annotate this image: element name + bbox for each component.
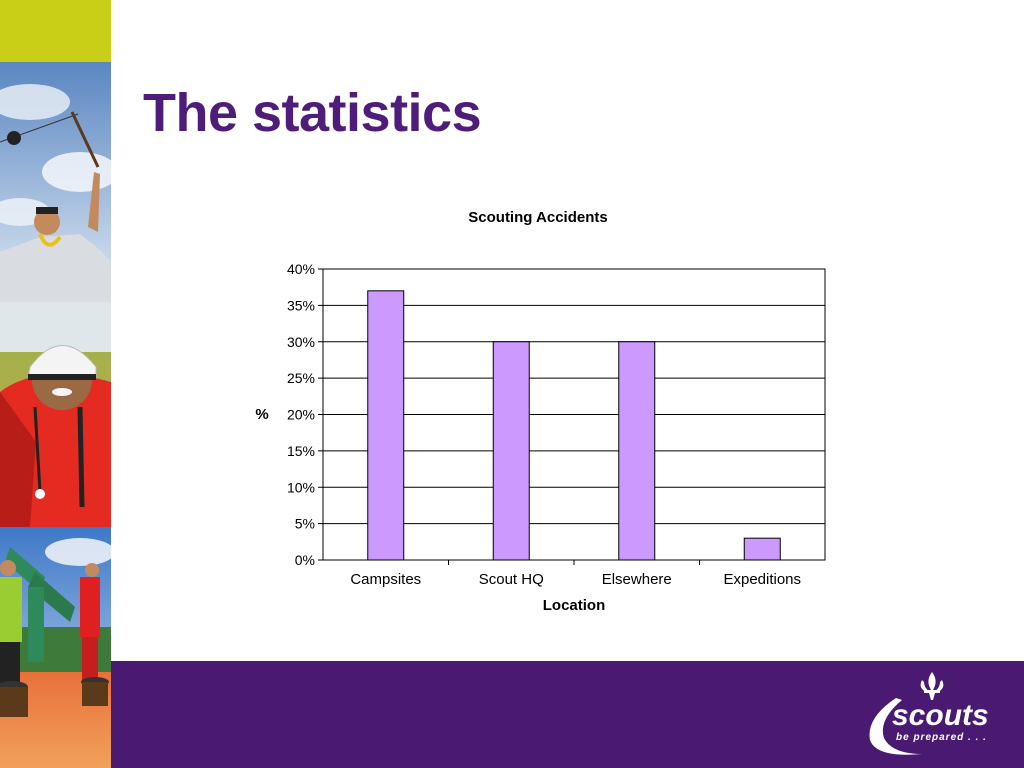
x-axis-ticks: Campsites Scout HQ Elsewhere Expeditions bbox=[350, 560, 801, 588]
y-tick-label: 25% bbox=[287, 370, 315, 386]
y-tick-label: 30% bbox=[287, 334, 315, 350]
plot-area-frame bbox=[322, 268, 826, 561]
x-tick-label: Scout HQ bbox=[479, 571, 544, 588]
logo-tagline: be prepared . . . bbox=[896, 732, 987, 743]
x-tick-label: Expeditions bbox=[723, 571, 801, 588]
footer-bar bbox=[111, 661, 1024, 768]
y-tick-label: 5% bbox=[295, 516, 315, 532]
chart-bars bbox=[367, 290, 781, 561]
scouting-accidents-chart: Scouting Accidents 0% 5% 10% 15% 20% 25% 30% 35… bbox=[255, 209, 826, 614]
y-tick-label: 20% bbox=[287, 407, 315, 423]
sidebar-accent-block bbox=[0, 0, 111, 62]
scout-activity-photos bbox=[0, 62, 111, 768]
y-tick-label: 10% bbox=[287, 479, 315, 495]
bar-scout-hq bbox=[492, 341, 530, 561]
page-title: The statistics bbox=[143, 83, 482, 143]
fleur-de-lis-icon bbox=[920, 672, 944, 700]
scouts-logo: scouts be prepared . . . bbox=[869, 672, 989, 755]
bar-expeditions bbox=[743, 537, 781, 561]
x-tick-label: Campsites bbox=[350, 571, 421, 588]
y-tick-label: 35% bbox=[287, 297, 315, 313]
y-tick-label: 0% bbox=[295, 552, 315, 568]
y-axis-ticks: 0% 5% 10% 15% 20% 25% 30% 35% 40% bbox=[287, 261, 323, 568]
y-tick-label: 40% bbox=[287, 261, 315, 277]
x-tick-label: Elsewhere bbox=[602, 571, 672, 588]
sidebar-photo-strip bbox=[0, 0, 111, 768]
logo-wordmark: scouts bbox=[892, 699, 989, 732]
chart-title: Scouting Accidents bbox=[468, 209, 607, 226]
bar-elsewhere bbox=[618, 341, 656, 561]
x-axis-label: Location bbox=[543, 597, 606, 614]
logo-swoosh bbox=[869, 698, 922, 755]
y-axis-label: % bbox=[255, 406, 268, 423]
y-tick-label: 15% bbox=[287, 443, 315, 459]
bar-campsites bbox=[367, 290, 405, 561]
